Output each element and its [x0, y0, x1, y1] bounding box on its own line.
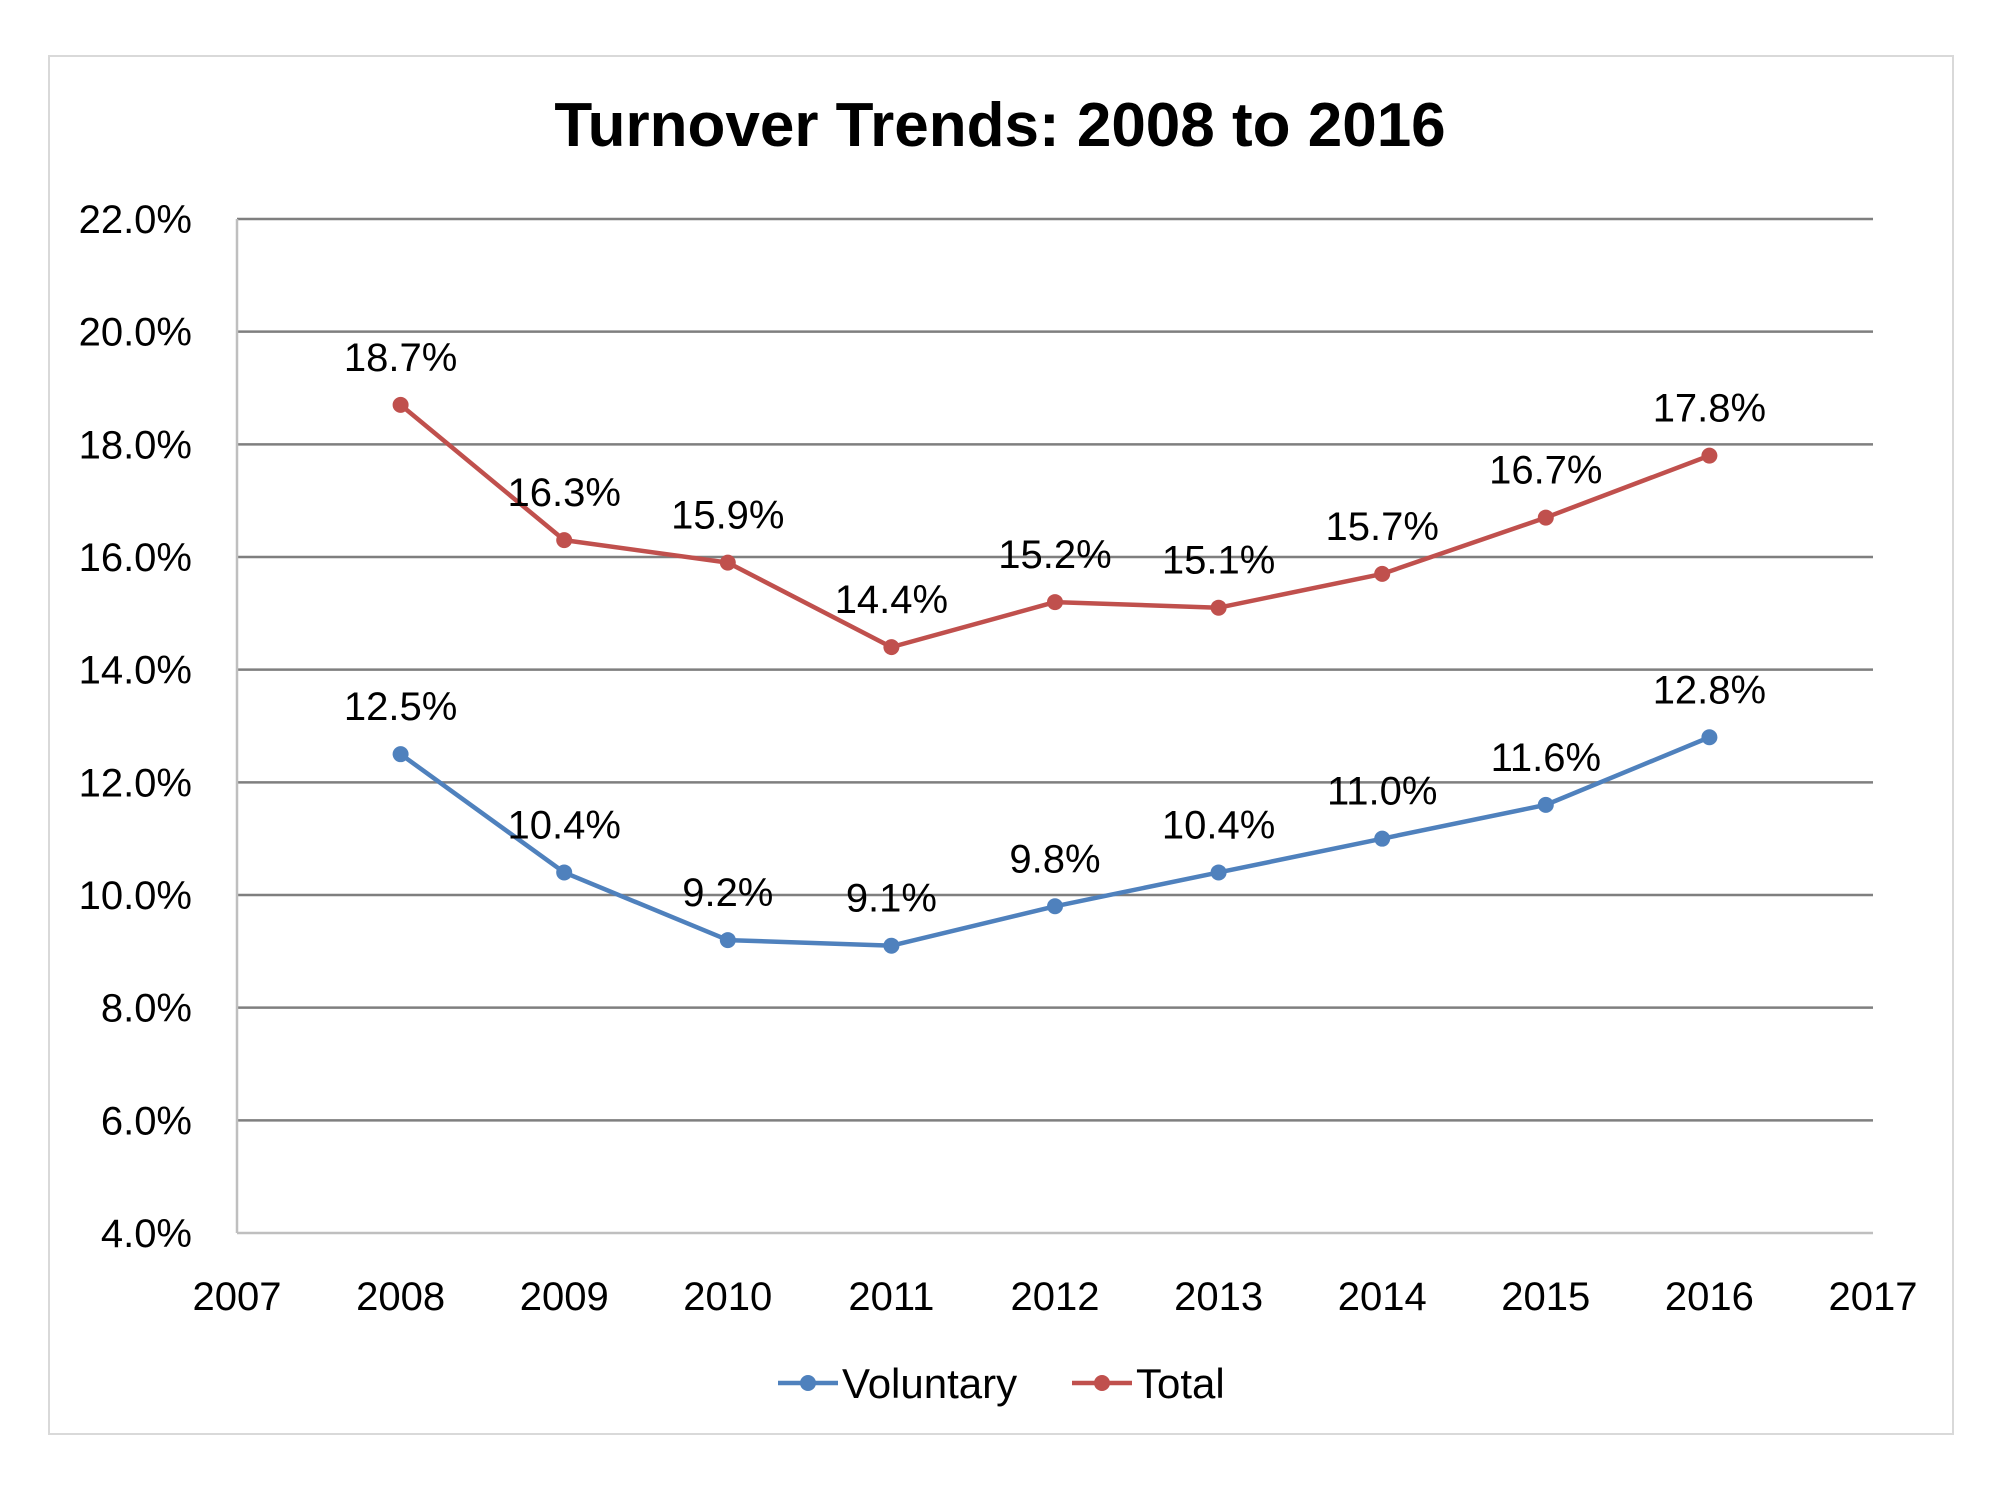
- data-label-voluntary: 11.6%: [1491, 736, 1601, 780]
- y-tick-label: 6.0%: [101, 1099, 192, 1143]
- data-label-voluntary: 12.8%: [1653, 668, 1766, 712]
- y-tick-label: 12.0%: [79, 761, 192, 805]
- data-point-voluntary: [883, 937, 900, 954]
- data-point-total: [392, 396, 409, 413]
- x-tick-label: 2007: [193, 1275, 282, 1319]
- legend-label-voluntary: Voluntary: [842, 1360, 1017, 1407]
- y-axis-tick-labels: 4.0% 6.0% 8.0% 10.0% 12.0% 14.0% 16.0% 18.0% 20.…: [79, 198, 192, 1256]
- data-label-total: 14.4%: [835, 578, 948, 622]
- legend-marker-total: [1094, 1375, 1110, 1391]
- data-label-voluntary: 9.2%: [682, 871, 773, 915]
- data-point-total: [1047, 594, 1063, 611]
- data-label-total: 15.7%: [1325, 505, 1438, 549]
- data-point-total: [1210, 599, 1227, 616]
- x-tick-label: 2017: [1829, 1275, 1918, 1319]
- data-label-total: 16.3%: [507, 471, 620, 515]
- x-tick-label: 2008: [356, 1275, 445, 1319]
- series-lines: [392, 396, 1718, 954]
- data-point-voluntary: [392, 746, 409, 763]
- y-tick-label: 16.0%: [79, 536, 192, 580]
- legend: Voluntary Total: [778, 1360, 1225, 1407]
- data-label-total: 15.1%: [1162, 539, 1275, 583]
- x-axis-tick-labels: 2007 2008 2009 2010 2011 2012 2013 2014 2015 2016…: [193, 1275, 1918, 1319]
- data-point-total: [883, 639, 900, 656]
- y-tick-label: 20.0%: [79, 311, 192, 355]
- data-label-total: 18.7%: [344, 336, 457, 380]
- data-point-voluntary: [1374, 830, 1391, 847]
- y-tick-label: 10.0%: [79, 874, 192, 918]
- chart-title: Turnover Trends: 2008 to 2016: [554, 91, 1445, 160]
- data-label-total: 15.2%: [998, 533, 1111, 577]
- data-label-voluntary: 9.8%: [1009, 837, 1100, 881]
- chart-area: [48, 55, 1954, 1435]
- data-label-voluntary: 12.5%: [344, 685, 457, 729]
- data-point-voluntary: [1210, 864, 1227, 881]
- data-point-voluntary: [1537, 796, 1554, 813]
- data-point-total: [1701, 447, 1718, 464]
- y-tick-label: 8.0%: [101, 987, 192, 1031]
- data-point-voluntary: [1047, 898, 1063, 915]
- data-labels: 12.5% 10.4% 9.2% 9.1% 9.8% 10.4% 11.0% 11.6% 12.…: [344, 336, 1766, 921]
- data-point-total: [556, 532, 573, 549]
- x-tick-label: 2010: [683, 1275, 772, 1319]
- x-tick-label: 2014: [1338, 1275, 1427, 1319]
- data-label-total: 17.8%: [1653, 387, 1766, 431]
- data-point-voluntary: [556, 864, 573, 881]
- axes: [235, 219, 1873, 1235]
- legend-label-total: Total: [1136, 1360, 1225, 1407]
- data-label-voluntary: 10.4%: [507, 803, 620, 847]
- x-tick-label: 2012: [1011, 1275, 1100, 1319]
- gridlines: [237, 217, 1873, 1122]
- y-tick-label: 14.0%: [79, 649, 192, 693]
- y-tick-label: 4.0%: [101, 1212, 192, 1256]
- data-label-voluntary: 9.1%: [846, 877, 937, 921]
- data-point-total: [1537, 509, 1554, 526]
- legend-marker-voluntary: [800, 1375, 816, 1391]
- y-tick-label: 22.0%: [79, 198, 192, 242]
- x-tick-label: 2016: [1665, 1275, 1754, 1319]
- data-label-voluntary: 11.0%: [1327, 770, 1437, 814]
- x-tick-label: 2011: [848, 1275, 934, 1319]
- data-point-total: [1374, 565, 1391, 582]
- data-point-total: [719, 554, 736, 571]
- data-point-voluntary: [1701, 729, 1718, 746]
- series-line-total: [398, 402, 1712, 650]
- data-label-voluntary: 10.4%: [1162, 803, 1275, 847]
- data-label-total: 16.7%: [1489, 449, 1602, 493]
- x-tick-label: 2009: [520, 1275, 609, 1319]
- y-tick-label: 18.0%: [79, 423, 192, 467]
- data-point-voluntary: [719, 932, 736, 949]
- data-label-total: 15.9%: [671, 494, 784, 538]
- x-tick-label: 2015: [1501, 1275, 1590, 1319]
- x-tick-label: 2013: [1174, 1275, 1263, 1319]
